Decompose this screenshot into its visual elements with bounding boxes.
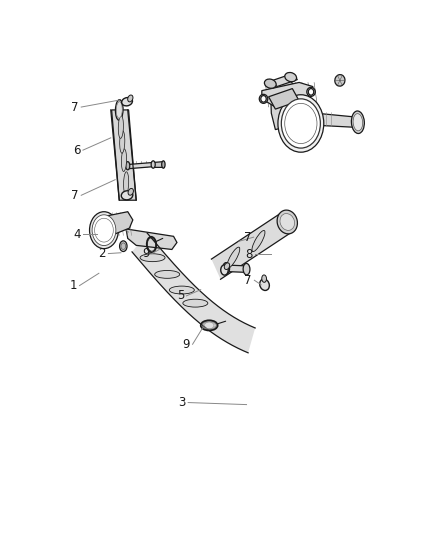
Text: 6: 6: [73, 144, 81, 157]
Ellipse shape: [224, 263, 230, 270]
Polygon shape: [270, 74, 297, 86]
Text: 9: 9: [142, 247, 149, 260]
Ellipse shape: [335, 75, 345, 86]
Ellipse shape: [155, 270, 180, 278]
Ellipse shape: [280, 214, 295, 230]
Text: 5: 5: [177, 289, 184, 302]
Polygon shape: [153, 161, 164, 167]
Ellipse shape: [122, 98, 132, 106]
Ellipse shape: [120, 241, 127, 252]
Ellipse shape: [260, 279, 269, 290]
Ellipse shape: [124, 172, 129, 195]
Polygon shape: [226, 265, 248, 272]
Ellipse shape: [252, 230, 265, 252]
Polygon shape: [126, 229, 177, 249]
Ellipse shape: [89, 212, 118, 249]
Ellipse shape: [351, 111, 364, 133]
Ellipse shape: [116, 102, 122, 118]
Polygon shape: [107, 212, 133, 235]
Ellipse shape: [170, 286, 194, 294]
Text: 7: 7: [244, 231, 251, 244]
Text: 1: 1: [70, 279, 77, 292]
Ellipse shape: [285, 72, 297, 82]
Ellipse shape: [227, 247, 240, 268]
Ellipse shape: [121, 191, 133, 200]
Ellipse shape: [121, 243, 126, 249]
Ellipse shape: [92, 215, 116, 246]
Ellipse shape: [265, 79, 276, 88]
Ellipse shape: [126, 161, 130, 170]
Ellipse shape: [281, 99, 320, 148]
Ellipse shape: [353, 114, 363, 131]
Text: 4: 4: [73, 228, 81, 241]
Polygon shape: [132, 233, 255, 353]
Text: 8: 8: [245, 248, 253, 261]
Text: 7: 7: [71, 101, 79, 114]
Polygon shape: [262, 83, 313, 107]
Circle shape: [261, 95, 266, 102]
Text: 7: 7: [244, 274, 252, 287]
Ellipse shape: [307, 87, 315, 96]
Ellipse shape: [140, 254, 165, 262]
Ellipse shape: [183, 299, 208, 307]
Polygon shape: [270, 80, 299, 130]
Ellipse shape: [162, 161, 165, 168]
Text: 2: 2: [99, 247, 106, 260]
Ellipse shape: [262, 275, 267, 282]
Ellipse shape: [243, 263, 250, 275]
Ellipse shape: [278, 95, 324, 152]
Polygon shape: [212, 212, 292, 279]
Polygon shape: [128, 163, 155, 168]
Text: 9: 9: [183, 338, 190, 351]
Ellipse shape: [118, 116, 124, 139]
Polygon shape: [112, 110, 136, 200]
Ellipse shape: [128, 95, 133, 102]
Ellipse shape: [223, 263, 230, 274]
Ellipse shape: [259, 94, 268, 103]
Ellipse shape: [221, 265, 228, 275]
Ellipse shape: [121, 149, 127, 172]
Polygon shape: [316, 113, 360, 127]
Ellipse shape: [151, 161, 155, 168]
Ellipse shape: [277, 210, 297, 234]
Ellipse shape: [116, 100, 123, 120]
Text: 3: 3: [178, 396, 186, 409]
Ellipse shape: [128, 189, 134, 195]
Circle shape: [308, 88, 314, 95]
Polygon shape: [268, 88, 299, 109]
Text: 7: 7: [71, 189, 79, 202]
Ellipse shape: [120, 131, 125, 153]
